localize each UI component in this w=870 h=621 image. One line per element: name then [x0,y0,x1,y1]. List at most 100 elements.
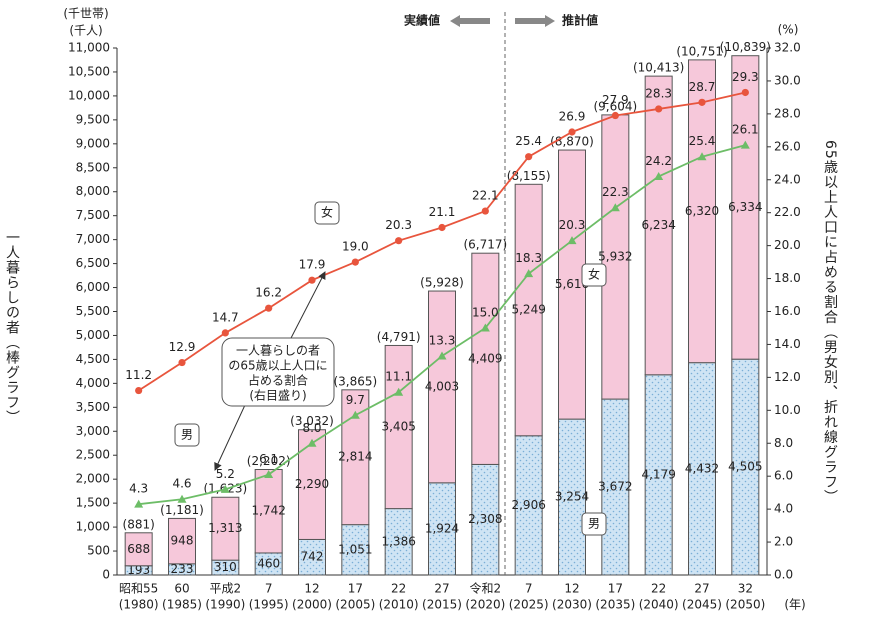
point [308,276,316,284]
bar-value-label: 3,672 [598,480,632,494]
bar [471,252,500,465]
y-tick-label: 4,500 [76,352,110,366]
y-tick-label: 6,000 [76,280,110,294]
y-axis-title: 一人暮らしの者（棒グラフ） [4,230,20,425]
unit-label: (千世帯) [63,7,108,21]
total-label: (5,928) [420,275,464,289]
series-label: 女 [588,267,600,282]
bar-value-label: 1,051 [338,542,372,556]
x-tick-label: (1995) [249,598,289,612]
x-tick-label: 27 [434,582,449,596]
x-tick-label: (2005) [335,598,375,612]
line-value-label: 28.7 [689,80,716,94]
bar-value-label: 4,003 [425,379,459,393]
point [135,386,143,395]
bar-value-label: 2,308 [468,512,502,526]
point [307,438,317,447]
total-label: (8,155) [507,169,551,183]
line-value-label: 4.6 [172,477,191,491]
bar-value-label: 688 [127,542,150,556]
line-value-label: 27.9 [602,93,629,107]
bar [298,429,326,540]
bar-value-label: 3,405 [381,420,415,434]
arrow [450,15,490,27]
bar [731,358,760,576]
x-tick-label: 昭和55 [119,582,158,596]
line-value-label: 16.2 [255,286,282,300]
total-label: (2,202) [247,454,291,468]
y2-tick-label: 22.0 [774,205,801,219]
series-label: 男 [181,428,193,442]
bar-value-label: 2,814 [338,450,372,464]
y2-tick-label: 12.0 [774,370,801,384]
point [568,128,576,136]
series-label: 女 [321,205,333,220]
bar-value-label: 4,409 [468,351,502,365]
line-value-label: 29.3 [732,70,759,84]
point [567,236,577,245]
x-tick-label: 27 [694,582,709,596]
line-value-label: 13.3 [429,333,456,347]
point [481,207,489,215]
bar-value-label: 742 [301,550,324,564]
bar-value-label: 6,320 [685,204,719,218]
x-tick-label: (1985) [162,598,202,612]
callout-text: の65歳以上人口に [228,359,327,373]
bar-value-label: 1,313 [208,521,242,535]
line-value-label: 25.4 [689,134,716,148]
y2-tick-label: 26.0 [774,139,801,153]
point [480,323,490,332]
x-tick-label: 12 [304,582,319,596]
bar [514,435,543,576]
bar-value-label: 4,505 [728,460,762,474]
x-tick-label: 32 [738,582,753,596]
total-label: (4,791) [377,330,421,344]
y-tick-label: 6,500 [76,256,110,270]
point [740,140,750,149]
y-tick-label: 4,000 [76,376,110,390]
bar-value-label: 2,906 [511,498,545,512]
y2-tick-label: 28.0 [774,106,801,120]
point [698,98,706,106]
point [437,351,447,360]
line-value-label: 18.3 [515,251,542,265]
unit-label: (%) [778,23,799,37]
point [264,470,274,479]
y-tick-label: 10,000 [68,88,110,102]
y-tick-label: 0 [102,568,110,582]
total-label: (3,865) [333,374,377,388]
y-tick-label: 8,000 [76,184,110,198]
x-tick-label: (2025) [509,598,549,612]
x-tick-label: (2000) [292,598,332,612]
line-value-label: 24.2 [645,154,672,168]
line-value-label: 8.0 [302,421,321,435]
bar [254,469,283,554]
bar-value-label: 5,616 [555,277,589,291]
x-tick-label: 17 [348,582,363,596]
x-tick-label: (2035) [595,598,635,612]
y2-tick-label: 32.0 [774,41,801,55]
bar [601,398,630,576]
y2-tick-label: 4.0 [774,502,793,516]
x-tick-label: (2050) [725,598,765,612]
y-tick-label: 1,500 [76,496,110,510]
line-value-label: 26.1 [732,123,759,137]
bar [428,482,456,576]
point [524,269,534,278]
y-tick-label: 8,500 [76,160,110,174]
callout-text: (右目盛り) [249,388,306,403]
total-label: (6,717) [463,238,507,252]
x-tick-label: (1980) [119,598,159,612]
x-tick-label: (2045) [682,598,722,612]
bar-value-label: 6,334 [728,200,762,214]
y-tick-label: 2,000 [76,472,110,486]
x-tick-label: 7 [265,582,273,596]
line-value-label: 26.9 [559,109,586,123]
point [177,494,187,503]
x-tick-label: 令和2 [470,581,502,596]
point [178,358,186,367]
bar-value-label: 4,432 [685,461,719,475]
line-value-label: 15.0 [472,305,499,319]
point [220,484,230,493]
